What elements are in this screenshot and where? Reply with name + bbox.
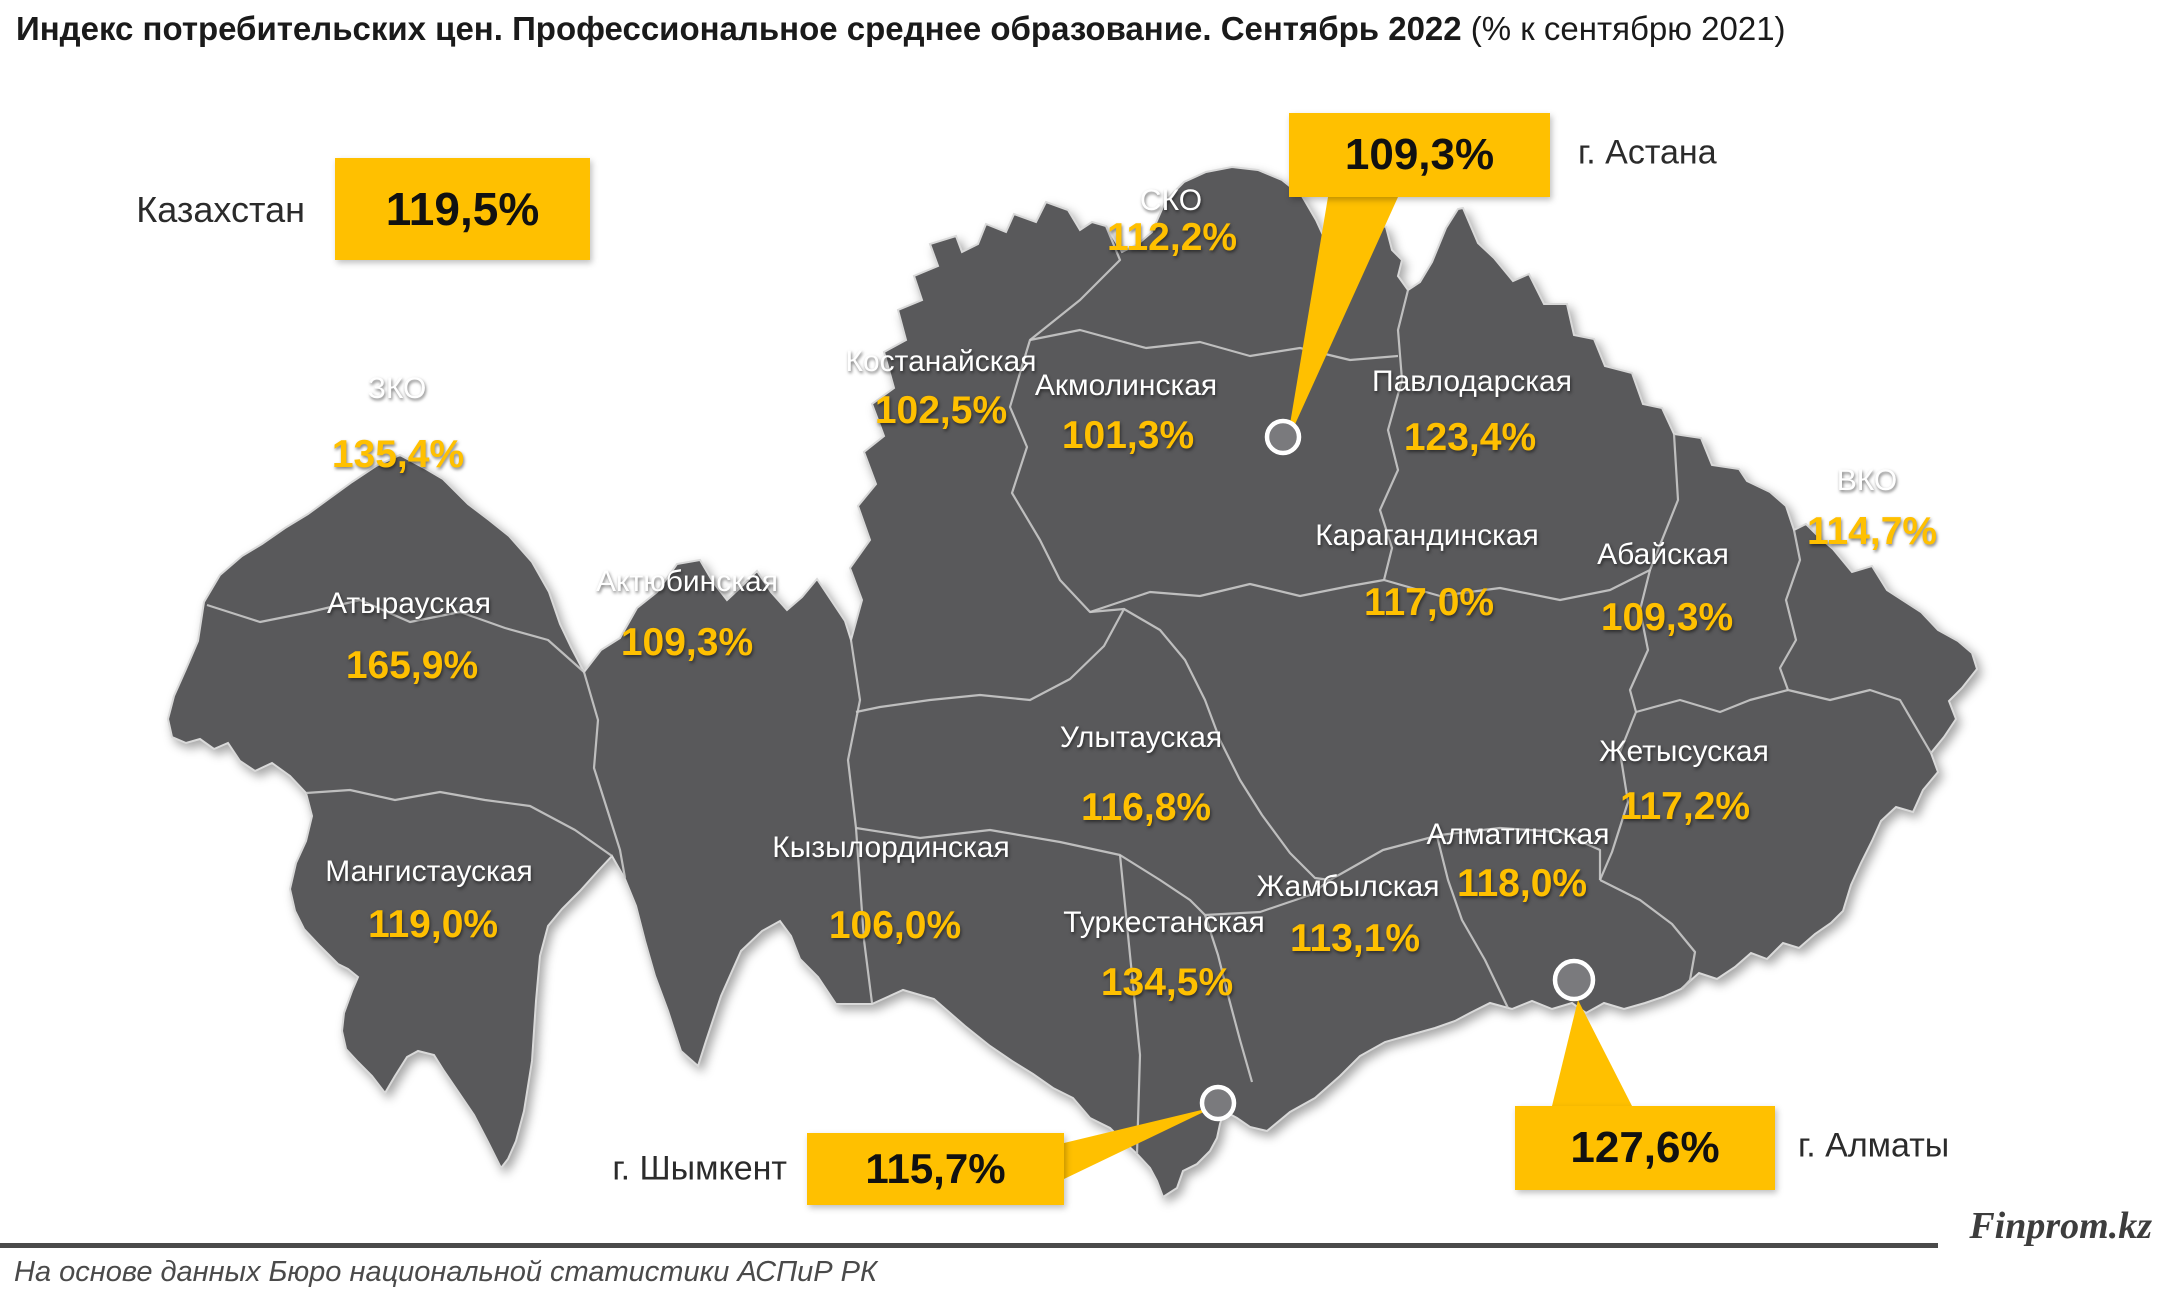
- region-border: [1329, 826, 1602, 881]
- astana-city-marker: [1264, 418, 1302, 456]
- page-title: Индекс потребительских цен. Профессионал…: [16, 10, 1786, 48]
- region-border: [846, 639, 874, 1004]
- region-value: 113,1%: [1289, 917, 1421, 960]
- region-name: Мангистауская: [325, 855, 533, 888]
- region-value: 109,3%: [620, 621, 754, 664]
- region-border: [1089, 578, 1385, 614]
- region-border: [305, 788, 613, 857]
- region-value: 116,8%: [1080, 786, 1212, 829]
- astana-callout-pointer: [1287, 197, 1398, 442]
- region-border: [1204, 879, 1331, 917]
- almaty-value-badge: 127,6%: [1515, 1106, 1775, 1190]
- region-value: 112,2%: [1106, 216, 1238, 259]
- region-name: Карагандинская: [1315, 519, 1539, 552]
- region-name: Улытауская: [1059, 721, 1223, 754]
- region-value: 118,0%: [1456, 862, 1588, 905]
- region-border: [1378, 289, 1410, 581]
- region-name: Кызылординская: [772, 831, 1010, 864]
- region-name: Жетысуская: [1599, 735, 1769, 768]
- region-name: Павлодарская: [1372, 365, 1572, 398]
- region-border: [1203, 914, 1254, 1083]
- region-value: 114,7%: [1806, 510, 1938, 553]
- source-note: На основе данных Бюро национальной стати…: [14, 1256, 878, 1288]
- shymkent-city-label: г. Шымкент: [612, 1149, 787, 1188]
- region-name: Костанайская: [845, 345, 1037, 378]
- almaty-city-marker: [1552, 958, 1596, 1002]
- region-border: [855, 826, 1206, 916]
- country-label: Казахстан: [136, 189, 305, 230]
- shymkent-city-marker: [1199, 1084, 1237, 1122]
- region-value: 106,0%: [828, 904, 962, 947]
- region-border: [1778, 529, 1932, 754]
- region-border: [206, 598, 585, 673]
- country-outline: [166, 165, 1979, 1199]
- region-name: СКО: [1139, 184, 1203, 217]
- region-border: [1383, 433, 1680, 602]
- region-value: 102,5%: [874, 389, 1008, 432]
- region-value: 117,0%: [1363, 581, 1495, 624]
- region-value: 165,9%: [345, 644, 479, 687]
- region-name: Акмолинская: [1034, 369, 1218, 402]
- region-name: ВКО: [1836, 464, 1898, 497]
- region-border: [1123, 608, 1331, 882]
- footer-divider: [0, 1243, 1938, 1248]
- title-suffix: (% к сентябрю 2021): [1461, 10, 1786, 47]
- region-border: [1635, 688, 1789, 714]
- shymkent-callout-pointer: [1064, 1107, 1214, 1179]
- almaty-city-label: г. Алматы: [1798, 1126, 1950, 1165]
- astana-value-badge: 109,3%: [1289, 113, 1550, 197]
- title-main: Индекс потребительских цен. Профессионал…: [16, 10, 1462, 47]
- region-border: [1029, 328, 1399, 362]
- region-name: Абайская: [1597, 538, 1729, 571]
- region-border: [1435, 835, 1509, 1009]
- region-name: Алматинская: [1426, 818, 1610, 851]
- region-value: 135,4%: [331, 433, 465, 476]
- almaty-callout-pointer: [1552, 1000, 1632, 1106]
- region-name: Атырауская: [326, 587, 492, 620]
- region-name: Актюбинская: [596, 565, 778, 598]
- region-border: [1599, 879, 1697, 990]
- astana-city-label: г. Астана: [1578, 133, 1717, 172]
- country-value-badge: 119,5%: [335, 158, 590, 260]
- region-name: Жамбылская: [1256, 870, 1440, 903]
- shymkent-value-badge: 115,7%: [807, 1133, 1064, 1205]
- region-border: [1118, 854, 1142, 1155]
- region-value: 123,4%: [1403, 416, 1537, 459]
- region-name: Туркестанская: [1063, 906, 1265, 939]
- region-value: 119,0%: [367, 903, 499, 946]
- region-value: 134,5%: [1100, 961, 1234, 1004]
- brand-logo: Finprom.kz: [1969, 1205, 2152, 1247]
- region-name: ЗКО: [367, 372, 427, 405]
- region-border: [582, 671, 627, 879]
- region-value: 117,2%: [1619, 785, 1751, 828]
- region-value: 101,3%: [1061, 414, 1195, 457]
- region-value: 109,3%: [1600, 596, 1734, 639]
